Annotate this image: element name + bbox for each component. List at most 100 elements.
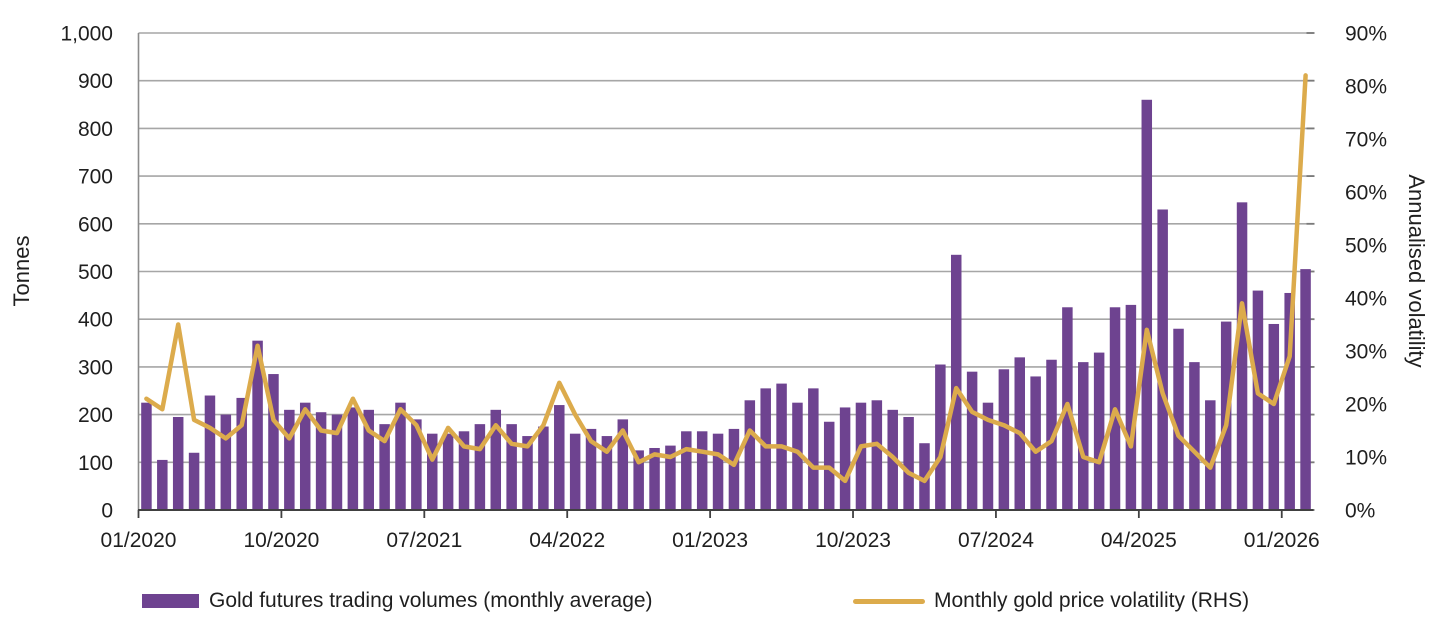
left-axis-tick-label: 500	[78, 261, 113, 284]
bar-01/2023	[712, 433, 724, 510]
legend-line-volatility-icon	[853, 598, 925, 604]
right-axis-tick-label: 20%	[1345, 394, 1387, 417]
x-axis-tick-label: 07/2024	[958, 529, 1034, 552]
left-axis-tick-label: 0	[101, 500, 113, 523]
bar-06/2022	[601, 436, 613, 510]
bar-05/2025	[1157, 209, 1168, 511]
bar-06/2023	[792, 402, 803, 510]
x-axis-tick-label: 01/2026	[1244, 529, 1320, 552]
bar-09/2021	[458, 431, 470, 510]
right-axis-tick-label: 50%	[1345, 235, 1387, 258]
x-axis-tick-label: 07/2021	[386, 529, 462, 552]
bar-07/2025	[1189, 362, 1200, 510]
x-axis-tick-label: 10/2023	[815, 529, 891, 552]
bar-11/2020	[299, 402, 311, 510]
legend-swatch-volumes-icon	[142, 594, 199, 608]
right-axis-tick-label: 80%	[1345, 76, 1387, 99]
bar-09/2024	[1030, 376, 1041, 510]
bar-11/2025	[1252, 290, 1264, 510]
left-axis-tick-label: 900	[78, 70, 113, 93]
bar-12/2024	[1078, 362, 1089, 510]
bar-05/2020	[204, 395, 216, 510]
right-axis-tick-label: 30%	[1345, 341, 1387, 364]
left-axis-tick-label: 400	[78, 309, 113, 332]
volatility-line	[144, 73, 1308, 484]
bar-07/2020	[236, 397, 247, 510]
legend-item-volumes: Gold futures trading volumes (monthly av…	[142, 589, 653, 612]
legend-label-volumes: Gold futures trading volumes (monthly av…	[209, 589, 653, 612]
bar-01/2024	[903, 416, 914, 510]
bar-01/2020	[141, 402, 152, 510]
bar-08/2025	[1205, 400, 1216, 510]
bar-03/2024	[935, 364, 946, 510]
bar-05/2024	[966, 371, 978, 510]
bar-12/2022	[696, 431, 708, 510]
bar-06/2024	[982, 402, 994, 510]
bar-01/2026	[1284, 292, 1295, 510]
bar-04/2024	[950, 254, 962, 510]
bar-04/2023	[760, 388, 771, 510]
bar-11/2023	[871, 400, 883, 510]
legend-item-volatility: Monthly gold price volatility (RHS)	[853, 589, 1249, 612]
bar-11/2022	[681, 431, 692, 510]
bar-07/2024	[998, 369, 1010, 510]
bar-12/2025	[1268, 323, 1280, 510]
bar-10/2020	[284, 409, 295, 510]
bar-04/2021	[379, 424, 390, 510]
right-axis-title: Annualised volatility	[1404, 174, 1429, 368]
left-axis-tick-label: 800	[78, 118, 113, 141]
bar-02/2026	[1300, 269, 1311, 510]
bar-07/2023	[808, 388, 819, 510]
left-axis-tick-label: 200	[78, 404, 113, 427]
right-axis-tick-label: 0%	[1345, 500, 1375, 523]
bar-09/2020	[268, 374, 279, 510]
bar-03/2025	[1125, 304, 1137, 510]
bar-01/2025	[1093, 352, 1105, 510]
bar-07/2021	[427, 433, 438, 510]
bar-02/2024	[919, 443, 930, 510]
x-axis-tick-label: 10/2020	[243, 529, 319, 552]
bar-03/2020	[172, 416, 184, 510]
bar-09/2022	[649, 447, 660, 510]
bar-10/2024	[1046, 359, 1057, 510]
bar-12/2020	[315, 412, 327, 510]
bar-10/2023	[855, 402, 867, 510]
left-axis-tick-label: 300	[78, 356, 113, 379]
bar-10/2022	[665, 445, 676, 510]
bar-02/2022	[538, 426, 549, 510]
bar-10/2025	[1236, 202, 1248, 510]
bar-05/2021	[395, 402, 406, 510]
bar-10/2021	[474, 424, 486, 510]
bar-04/2025	[1141, 99, 1153, 510]
bar-02/2023	[728, 428, 740, 510]
right-axis-tick-label: 90%	[1345, 23, 1387, 46]
bar-01/2022	[522, 436, 533, 510]
x-axis-tick-label: 04/2025	[1101, 529, 1177, 552]
bar-03/2023	[744, 400, 756, 510]
left-axis-tick-label: 700	[78, 166, 113, 189]
bar-07/2022	[617, 419, 629, 510]
bar-05/2022	[585, 428, 597, 510]
bar-04/2020	[188, 452, 200, 510]
x-axis-tick-label: 01/2023	[672, 529, 748, 552]
left-axis-tick-label: 100	[78, 452, 113, 475]
bar-06/2020	[220, 414, 232, 510]
bar-03/2022	[554, 405, 565, 510]
bar-08/2022	[633, 450, 644, 510]
bar-11/2021	[490, 409, 502, 510]
bar-06/2021	[411, 419, 422, 510]
bar-08/2021	[442, 433, 454, 510]
bar-01/2021	[331, 414, 343, 510]
right-axis-tick-label: 60%	[1345, 182, 1387, 205]
bar-12/2021	[506, 424, 517, 510]
bar-06/2025	[1173, 328, 1184, 510]
bar-02/2021	[347, 407, 359, 510]
bar-08/2020	[252, 340, 263, 510]
left-axis-tick-label: 600	[78, 213, 113, 236]
left-axis-tick-label: 1,000	[60, 23, 113, 46]
x-axis-tick-label: 01/2020	[101, 529, 177, 552]
bar-09/2023	[839, 407, 851, 510]
bar-04/2022	[569, 433, 581, 510]
